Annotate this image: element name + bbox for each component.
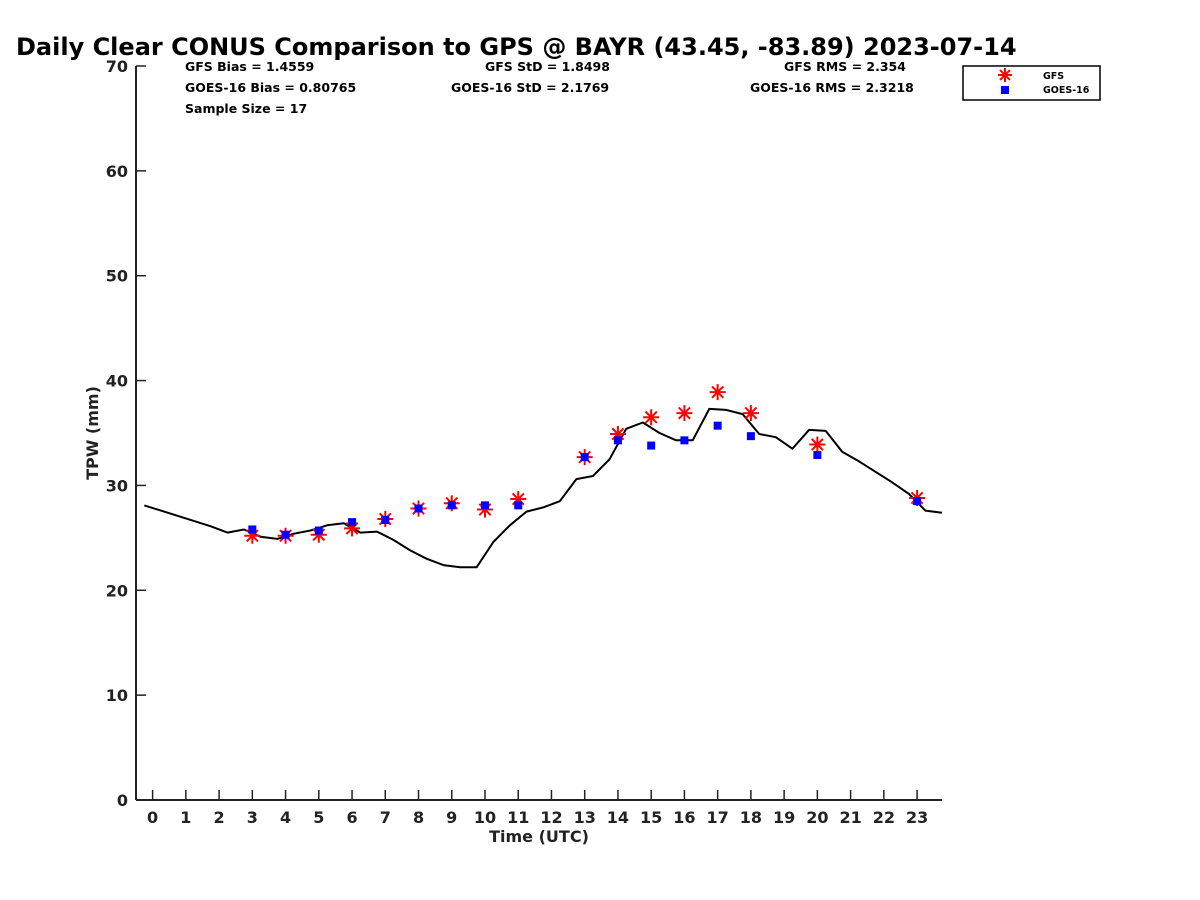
x-tick-label: 15 xyxy=(640,808,662,827)
x-tick-label: 10 xyxy=(474,808,496,827)
x-tick-label: 13 xyxy=(574,808,596,827)
x-tick-label: 9 xyxy=(446,808,457,827)
x-tick-label: 11 xyxy=(507,808,529,827)
gfs-point xyxy=(809,436,826,453)
x-tick-label: 5 xyxy=(313,808,324,827)
gfs-std-text: GFS StD = 1.8498 xyxy=(485,59,610,74)
x-tick-label: 19 xyxy=(773,808,795,827)
legend-gfs-marker xyxy=(998,68,1012,82)
x-tick-label: 14 xyxy=(607,808,629,827)
y-tick-label: 0 xyxy=(117,791,128,810)
gfs-point xyxy=(643,409,660,426)
gfs-point xyxy=(709,384,726,401)
x-tick-label: 3 xyxy=(247,808,258,827)
x-tick-label: 20 xyxy=(806,808,828,827)
goes-16-point xyxy=(613,436,622,445)
axis-ticks: 0 1 2 3 4 5 6 7 8 9 10 11 12 13 14 15 16 17 18 19 20 21 22 2301… xyxy=(106,57,928,827)
x-tick-label: 18 xyxy=(740,808,762,827)
y-tick-label: 20 xyxy=(106,581,128,600)
chart-title: Daily Clear CONUS Comparison to GPS @ BA… xyxy=(16,33,1017,61)
goes-16-point xyxy=(314,526,323,535)
goes-16-point xyxy=(414,504,423,513)
y-tick-label: 60 xyxy=(106,162,128,181)
x-tick-label: 12 xyxy=(540,808,562,827)
x-tick-label: 2 xyxy=(214,808,225,827)
x-axis-label: Time (UTC) xyxy=(489,827,589,846)
goes-16-point xyxy=(480,501,489,510)
goes-16-point xyxy=(713,421,722,430)
legend-goes-16-marker xyxy=(1001,86,1009,94)
goes-16-point xyxy=(647,441,656,450)
legend: GFS GOES-16 xyxy=(962,65,1101,101)
goes-std-text: GOES-16 StD = 2.1769 xyxy=(451,80,609,95)
x-tick-label: 7 xyxy=(380,808,391,827)
y-tick-label: 70 xyxy=(106,57,128,76)
goes-rms-text: GOES-16 RMS = 2.3218 xyxy=(750,80,914,95)
gps-series-line xyxy=(144,407,943,569)
x-tick-label: 8 xyxy=(413,808,424,827)
series-layer xyxy=(144,384,943,569)
y-tick-label: 40 xyxy=(106,372,128,391)
goes-16-point xyxy=(348,518,357,527)
x-tick-label: 16 xyxy=(673,808,695,827)
y-tick-label: 30 xyxy=(106,476,128,495)
goes-16-point xyxy=(680,436,689,445)
goes-16-point xyxy=(813,451,822,460)
x-tick-label: 22 xyxy=(873,808,895,827)
x-tick-label: 21 xyxy=(839,808,861,827)
y-axis-label: TPW (mm) xyxy=(83,386,102,480)
x-tick-label: 17 xyxy=(707,808,729,827)
gfs-rms-text: GFS RMS = 2.354 xyxy=(784,59,906,74)
x-tick-label: 0 xyxy=(147,808,158,827)
sample-size-text: Sample Size = 17 xyxy=(185,101,307,116)
x-tick-label: 6 xyxy=(346,808,357,827)
gfs-point xyxy=(676,405,693,422)
goes-16-point xyxy=(913,497,922,506)
goes-16-point xyxy=(447,501,456,510)
legend-gfs-label: GFS xyxy=(1043,71,1064,82)
goes-16-point xyxy=(580,453,589,462)
x-tick-label: 23 xyxy=(906,808,928,827)
goes-16-point xyxy=(514,501,523,510)
gfs-point xyxy=(742,405,759,422)
y-tick-label: 50 xyxy=(106,267,128,286)
goes-16-point xyxy=(281,530,290,539)
gfs-bias-text: GFS Bias = 1.4559 xyxy=(185,59,314,74)
goes-bias-text: GOES-16 Bias = 0.80765 xyxy=(185,80,356,95)
goes-16-point xyxy=(746,432,755,441)
goes-16-point xyxy=(381,516,390,525)
goes-16-point xyxy=(248,525,257,534)
x-tick-label: 1 xyxy=(180,808,191,827)
legend-goes-16-label: GOES-16 xyxy=(1043,85,1090,96)
legend-box xyxy=(962,65,1101,101)
legend-items: GFS GOES-16 xyxy=(998,68,1090,96)
y-tick-label: 10 xyxy=(106,686,128,705)
x-tick-label: 4 xyxy=(280,808,291,827)
